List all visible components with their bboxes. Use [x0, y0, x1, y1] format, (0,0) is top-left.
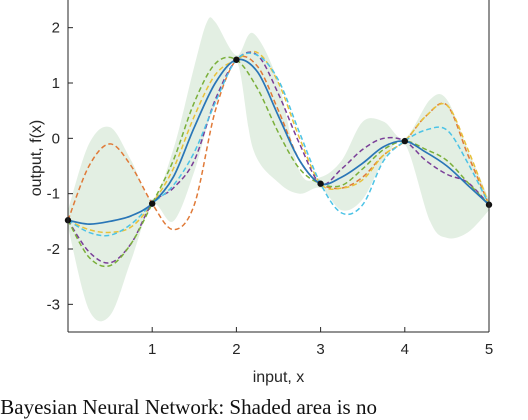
- x-axis-label: input, x: [253, 369, 305, 386]
- observation-point: [149, 200, 156, 207]
- x-tick-label: 1: [148, 341, 156, 358]
- sample-line-5: [67, 56, 490, 268]
- x-tick-label: 4: [401, 341, 409, 358]
- x-tick-label: 3: [316, 341, 324, 358]
- series-layer: [67, 50, 490, 268]
- sample-line-3: [67, 50, 490, 234]
- shaded-area: [68, 17, 489, 322]
- y-tick-label: -1: [47, 186, 60, 203]
- x-tick-label: 2: [232, 341, 240, 358]
- sample-line-6: [67, 52, 490, 237]
- observation-point: [401, 137, 408, 145]
- observation-point: [233, 56, 240, 63]
- y-tick-label: -2: [47, 241, 60, 258]
- observation-layer: [64, 56, 493, 224]
- chart: 1 2 3 4 5 -3 -2 -1 0 1 2 input, x output, f(x): [28, 0, 493, 386]
- x-tick-label: 5: [485, 341, 493, 358]
- figure-caption: r Bayesian Neural Network: Shaded area i…: [0, 395, 377, 419]
- observation-point: [317, 180, 324, 187]
- sample-line-2: [67, 55, 490, 231]
- mean-line-1: [67, 58, 490, 225]
- shaded-area-layer: [68, 17, 489, 322]
- y-tick-label: 1: [52, 75, 60, 92]
- y-tick-label: -3: [47, 296, 60, 313]
- sample-line-4: [67, 51, 490, 264]
- y-tick-label: 2: [52, 20, 60, 37]
- y-axis-label: output, f(x): [28, 120, 45, 196]
- y-tick-label: 0: [52, 130, 60, 147]
- axes: 1 2 3 4 5 -3 -2 -1 0 1 2: [47, 0, 493, 358]
